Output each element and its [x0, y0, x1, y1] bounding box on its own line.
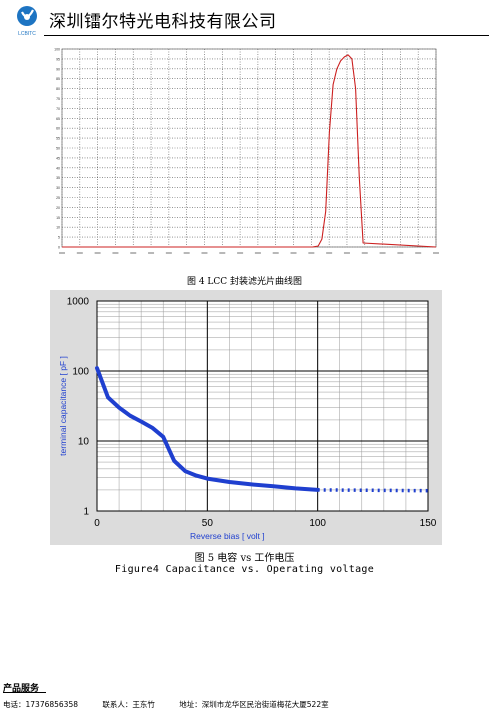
chart1-y-tick-label: 100	[54, 48, 60, 52]
chart1-y-tick-label: 0	[58, 246, 60, 250]
chart2-x-tick-label: 0	[94, 518, 100, 529]
chart1-transmission-line	[62, 54, 437, 248]
address-text: 地址：深圳市龙华区民治街道梅花大厦522室	[179, 700, 329, 709]
chart2-y-axis-label: terminal capacitance [ pF ]	[58, 356, 68, 456]
chart1-y-tick-label: 5	[58, 236, 60, 240]
chart1-y-tick-label: 90	[56, 67, 60, 71]
logo-text: LCBITC	[18, 31, 36, 37]
chart1-y-tick-label: 10	[56, 226, 60, 230]
chart2-x-axis-label: Reverse bias [ volt ]	[190, 531, 265, 541]
chart1-y-tick-label: 20	[56, 206, 60, 210]
chart2-x-tick-label: 150	[420, 518, 437, 529]
chart1-y-tick-label: 80	[56, 87, 60, 91]
header-divider	[44, 35, 489, 36]
chart1-y-tick-label: 45	[56, 156, 60, 160]
chart1-y-tick-label: 60	[56, 127, 60, 131]
chart2-frame	[96, 300, 429, 512]
contact-person-text: 联系人：王东竹	[102, 700, 155, 709]
contact-line: 电话：17376856358 联系人：王东竹 地址：深圳市龙华区民治街道梅花大厦…	[3, 699, 351, 710]
product-service-underline	[3, 692, 46, 693]
chart1-background	[50, 45, 442, 259]
chart1-y-tick-label: 50	[56, 147, 60, 151]
chart1-y-tick-label: 95	[56, 57, 60, 61]
product-service-title: 产品服务	[3, 684, 40, 694]
chart1-y-tick-label: 35	[56, 176, 60, 180]
chart2-capacitance-extrapolation	[317, 488, 429, 493]
chart1-y-tick-label: 65	[56, 117, 60, 121]
company-name: 深圳镭尔特光电科技有限公司	[49, 12, 277, 32]
chart1-y-tick-label: 25	[56, 196, 60, 200]
chart1-y-tick-label: 85	[56, 77, 60, 81]
chart1-y-tick-label: 55	[56, 137, 60, 141]
figure1-caption: 图 4 LCC 封装滤光片曲线图	[186, 277, 303, 287]
chart2-y-tick-label: 1	[83, 507, 89, 518]
phone-text: 电话：17376856358	[3, 700, 78, 709]
figure2-caption-en: Figure4 Capacitance vs. Operating voltag…	[114, 564, 375, 575]
chart1-y-tick-label: 70	[56, 107, 60, 111]
capacitance-chart: 0 50 100 150 1 10 100 1000 Reverse bias [ volt ]…	[50, 290, 442, 545]
chart2-y-tick-label: 1000	[67, 297, 90, 308]
company-logo: LCBITC	[17, 6, 37, 37]
chart1-y-tick-label: 30	[56, 186, 60, 190]
chart2-capacitance-line	[95, 366, 320, 492]
chart2-y-tick-label: 10	[78, 437, 90, 448]
chart2-x-tick-label: 100	[309, 518, 326, 529]
chart2-x-tick-label: 50	[202, 518, 214, 529]
chart2-y-tick-label: 100	[72, 367, 89, 378]
figure2-caption-cn: 图 5 电容 vs 工作电压	[194, 553, 295, 564]
chart1-y-tick-label: 15	[56, 216, 60, 220]
chart2-plot-area	[97, 301, 428, 511]
filter-curve-chart: 1009590858075706560555045403530252015105…	[50, 45, 442, 259]
chart1-y-tick-label: 75	[56, 97, 60, 101]
chart1-y-tick-label: 40	[56, 166, 60, 170]
